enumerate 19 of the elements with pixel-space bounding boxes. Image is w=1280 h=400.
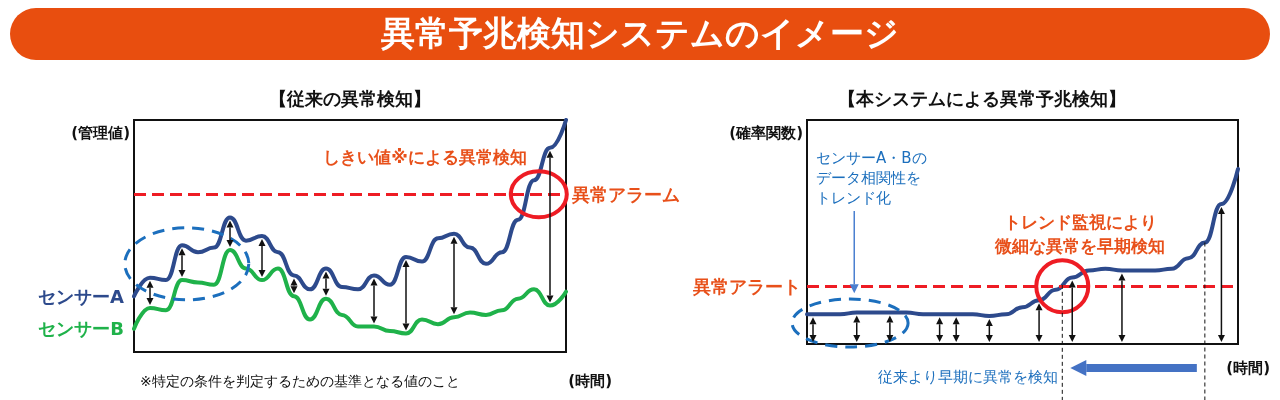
text: 異常予兆検知システムのイメージ: [10, 8, 1270, 60]
y-axis-title: (管理値): [71, 124, 130, 142]
chart-title: 【本システムによる異常予兆検知】: [838, 87, 1126, 109]
text: センサーA・Bの: [816, 149, 927, 167]
text: ※特定の条件を判定するための基準となる値のこと: [140, 373, 460, 389]
ref-line-label: 異常アラーム: [571, 183, 680, 205]
x-axis-title: (時間): [568, 372, 612, 390]
annotation: しきい値※による異常検知: [323, 147, 527, 167]
chart-subtitle: 【従来の異常検知】: [269, 87, 431, 109]
annotation: トレンド化: [816, 189, 891, 207]
annotation: データ相関性を: [816, 169, 921, 187]
annotation: 微細な異常を早期検知: [994, 236, 1165, 256]
y-axis-title: (確率関数): [729, 124, 803, 142]
series-label: センサーB: [38, 318, 124, 340]
ref-line-label: 異常アラート: [692, 275, 801, 297]
annotation: トレンド監視により: [1003, 212, 1157, 232]
x-axis-title: (時間): [1226, 359, 1270, 377]
series-label: センサーA: [38, 285, 125, 307]
text: 従来より早期に異常を検知: [878, 368, 1059, 386]
